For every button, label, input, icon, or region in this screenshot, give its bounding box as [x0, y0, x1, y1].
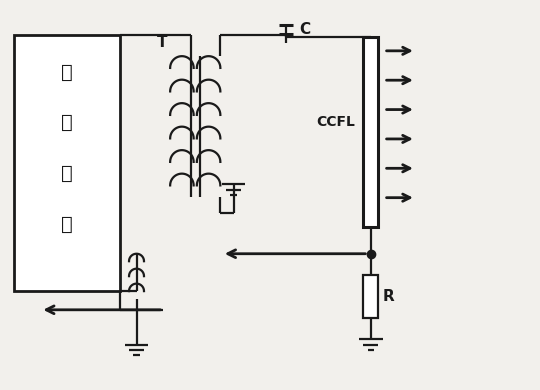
Text: T: T — [157, 35, 167, 50]
Text: 功: 功 — [61, 63, 73, 82]
Text: CCFL: CCFL — [316, 115, 355, 129]
Text: 出: 出 — [61, 215, 73, 234]
Bar — [14, 35, 120, 291]
Text: 率: 率 — [61, 113, 73, 133]
Bar — [363, 37, 379, 227]
Text: C: C — [299, 22, 310, 37]
Text: R: R — [383, 289, 394, 304]
Text: 輸: 輸 — [61, 164, 73, 183]
Bar — [363, 275, 379, 318]
